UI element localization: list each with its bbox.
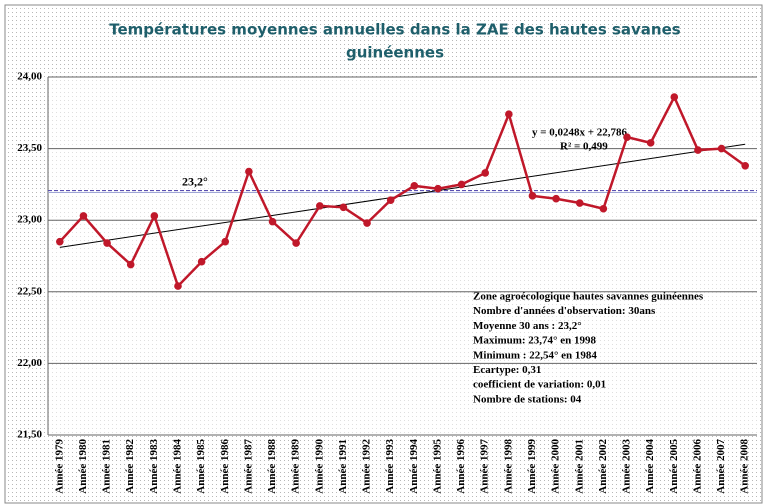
x-tick-label: Année 1983 <box>148 439 160 494</box>
x-tick-label: Année 1980 <box>77 439 89 494</box>
data-point <box>599 204 608 213</box>
x-tick-label: Année 1995 <box>431 439 443 494</box>
data-point <box>741 161 749 170</box>
y-tick-label: 21,50 <box>17 429 42 441</box>
x-tick-label: Année 2000 <box>550 439 562 494</box>
data-point <box>79 212 88 220</box>
data-point <box>268 217 277 226</box>
stats-line: Nombre d'années d'observation: 30ans <box>473 305 656 317</box>
x-tick-label: Année 1997 <box>479 439 491 494</box>
mean-label: 23,2° <box>182 174 208 188</box>
y-tick-label: 22,00 <box>17 357 42 369</box>
trend-line <box>59 143 746 248</box>
data-point <box>694 146 702 154</box>
x-tick-label: Année 1992 <box>361 439 373 494</box>
x-tick-label: Année 1994 <box>408 439 420 494</box>
stats-line: Ecartype: 0,31 <box>473 364 541 376</box>
data-point <box>481 169 490 177</box>
x-tick-label: Année 1998 <box>502 439 514 494</box>
data-point <box>386 196 395 204</box>
data-point <box>623 133 631 141</box>
data-point <box>150 212 159 220</box>
data-point <box>457 180 466 189</box>
stats-line: Nombre de stations: 04 <box>473 393 582 405</box>
x-tick-label: Année 1984 <box>172 439 184 494</box>
x-tick-label: Année 2003 <box>621 439 633 494</box>
data-point <box>292 239 300 247</box>
y-tick-label: 22,50 <box>17 285 42 297</box>
data-point <box>197 257 206 266</box>
data-point <box>56 237 64 246</box>
plot-area <box>48 77 757 435</box>
stats-line: Minimum : 22,54° en 1984 <box>473 349 597 361</box>
data-point <box>126 260 135 269</box>
data-point <box>528 192 537 200</box>
y-tick-label: 23,00 <box>17 214 42 226</box>
data-point <box>552 194 560 203</box>
x-tick-label: Année 2002 <box>597 439 609 494</box>
x-tick-label: Année 1996 <box>455 439 467 494</box>
x-tick-label: Année 1979 <box>53 439 65 494</box>
x-tick-label: Année 2007 <box>715 439 727 494</box>
data-point <box>174 282 182 290</box>
x-tick-label: Année 1989 <box>290 439 302 494</box>
stats-line: coefficient de variation: 0,01 <box>473 379 606 391</box>
x-tick-label: Année 2001 <box>573 439 585 494</box>
x-tick-label: Année 1981 <box>101 439 113 494</box>
x-tick-label: Année 2008 <box>739 439 751 494</box>
x-tick-label: Année 1991 <box>337 439 349 494</box>
data-point <box>103 239 111 247</box>
stats-line: Moyenne 30 ans : 23,2° <box>473 320 582 332</box>
data-point <box>505 110 513 119</box>
data-point <box>339 203 348 212</box>
data-point <box>221 237 230 246</box>
x-tick-label: Année 1986 <box>219 439 231 494</box>
x-tick-label: Année 1993 <box>384 439 396 494</box>
y-tick-label: 24,00 <box>17 71 42 83</box>
trend-equation: y = 0,0248x + 22,786 <box>532 127 628 139</box>
x-tick-label: Année 1987 <box>242 439 254 494</box>
data-point <box>245 167 253 176</box>
x-tick-label: Année 1999 <box>526 439 538 494</box>
data-point <box>717 144 726 153</box>
data-point <box>434 184 442 193</box>
chart-title: guinéennes <box>346 44 444 62</box>
x-tick-label: Année 1990 <box>313 439 325 494</box>
data-point <box>670 93 679 101</box>
data-point <box>363 219 371 227</box>
stats-line: Zone agroécologique hautes savannes guin… <box>473 291 704 303</box>
y-tick-label: 23,50 <box>17 142 42 154</box>
x-tick-label: Année 1982 <box>124 439 136 494</box>
data-line <box>58 94 746 289</box>
data-point <box>646 139 655 147</box>
stats-line: Maximum: 23,74° en 1998 <box>473 335 596 347</box>
x-tick-label: Année 1985 <box>195 439 207 494</box>
data-point <box>315 202 324 210</box>
data-point <box>575 199 584 207</box>
chart-title: Températures moyennes annuelles dans la … <box>109 21 681 39</box>
x-tick-label: Année 2004 <box>644 439 656 494</box>
x-tick-label: Année 1988 <box>266 439 278 494</box>
data-point <box>410 182 419 190</box>
x-tick-label: Année 2005 <box>668 439 680 494</box>
x-tick-label: Année 2006 <box>691 439 703 494</box>
trend-r2: R² = 0,499 <box>560 141 608 153</box>
